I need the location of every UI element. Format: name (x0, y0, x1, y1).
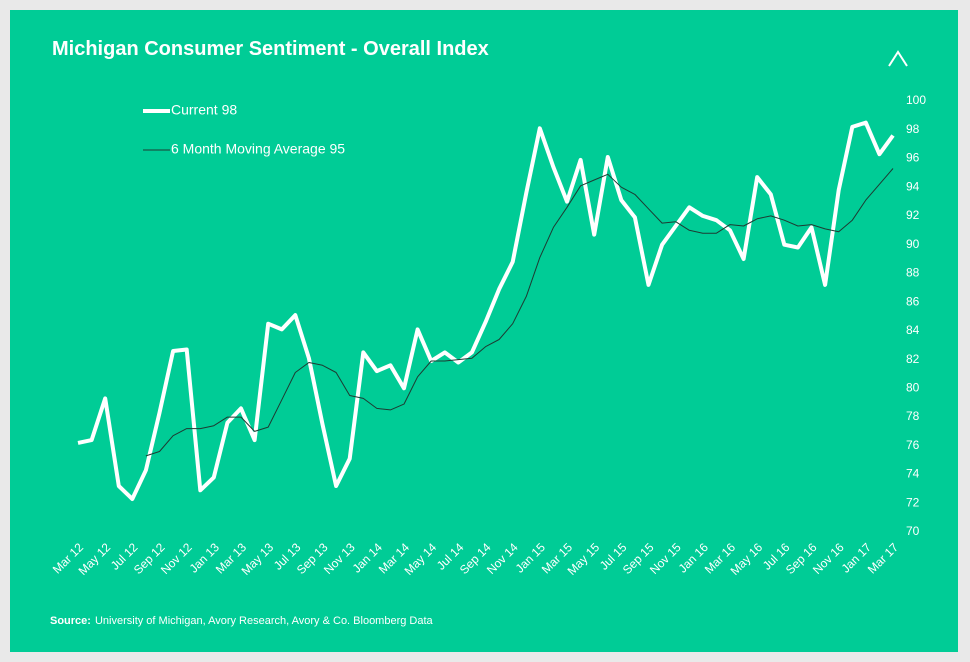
y-tick-label: 84 (906, 323, 920, 337)
y-tick-label: 74 (906, 467, 920, 481)
y-tick-label: 88 (906, 266, 920, 280)
chart-background (10, 10, 958, 652)
legend-label: Current 98 (171, 102, 237, 118)
y-tick-label: 72 (906, 495, 920, 509)
logo (888, 50, 908, 67)
chart-title: Michigan Consumer Sentiment - Overall In… (52, 38, 489, 60)
series-line (145, 168, 894, 457)
y-tick-label: 86 (906, 294, 920, 308)
legend-label: 6 Month Moving Average 95 (171, 141, 345, 157)
y-tick-label: 70 (906, 524, 920, 538)
series-line (77, 120, 895, 501)
source-text: University of Michigan, Avory Research, … (95, 615, 434, 627)
y-tick-label: 100 (906, 93, 926, 107)
y-tick-label: 94 (906, 179, 920, 193)
y-tick-label: 92 (906, 208, 920, 222)
y-tick-label: 78 (906, 409, 920, 423)
y-tick-label: 98 (906, 122, 920, 136)
y-tick-label: 96 (906, 151, 920, 165)
y-tick-label: 82 (906, 352, 920, 366)
y-tick-label: 76 (906, 438, 920, 452)
y-tick-label: 80 (906, 381, 920, 395)
source: Source: University of Michigan, Avory Res… (50, 615, 434, 627)
source-label: Source: (50, 615, 91, 627)
y-tick-label: 90 (906, 237, 920, 251)
